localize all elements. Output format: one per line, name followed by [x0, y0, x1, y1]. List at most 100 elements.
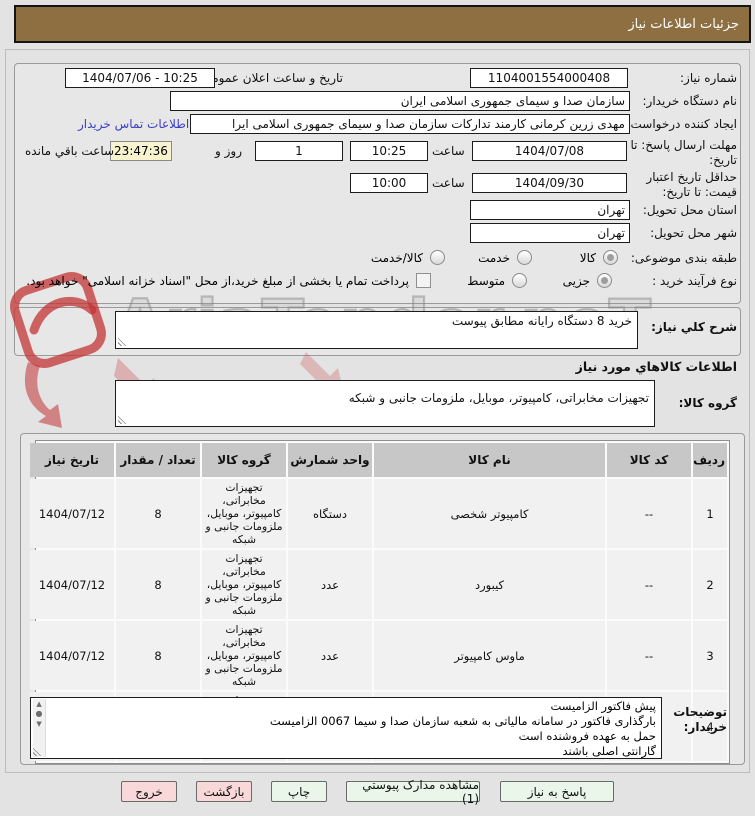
goods-service-radio-label: کالا/خدمت — [370, 250, 423, 265]
announce-datetime-label: تاریخ و ساعت اعلان عمومی: — [198, 71, 343, 85]
days-and-label: روز و — [215, 144, 242, 158]
col-need-date: تاریخ نیاز — [30, 443, 114, 477]
buyer-contact-link[interactable]: اطلاعات تماس خریدار — [78, 117, 190, 131]
goods-radio[interactable] — [603, 250, 618, 265]
cell-group: تجهیزات مخابراتی، کامپیوتر، موبایل، ملزو… — [202, 550, 286, 619]
cell-group: تجهیزات مخابراتی، کامپیوتر، موبایل، ملزو… — [202, 479, 286, 548]
items-section-title: اطلاعات کالاهاي مورد نیاز — [575, 359, 737, 374]
resize-handle-icon[interactable] — [118, 415, 127, 424]
cell-row: 2 — [693, 550, 727, 619]
reply-deadline-time-input[interactable]: 10:25 — [350, 141, 428, 161]
col-item-code: کد کالا — [607, 443, 691, 477]
scroll-up-icon[interactable]: ▲ — [36, 700, 42, 708]
col-unit: واحد شمارش — [288, 443, 372, 477]
note-line: بارگذاری فاکتور در سامانه مالیاتی به شعب… — [269, 714, 656, 728]
subject-class-option-goods: کالا — [580, 250, 618, 265]
notes-scrollbar[interactable]: ▲ ● ▼ — [32, 699, 46, 757]
cell-row: 4 — [693, 692, 727, 761]
minor-radio-label: جزیی — [562, 273, 590, 288]
cell-code: -- — [607, 479, 691, 548]
scroll-down-icon[interactable]: ▼ — [36, 720, 42, 728]
resize-handle-icon[interactable] — [118, 337, 127, 346]
cell-group: تجهیزات مخابراتی، کامپیوتر، موبایل، ملزو… — [202, 621, 286, 690]
cell-unit: عدد — [288, 550, 372, 619]
reply-deadline-date-input[interactable]: 1404/07/08 — [472, 141, 627, 161]
back-button[interactable]: بازگشت — [196, 781, 252, 802]
goods-radio-label: کالا — [579, 250, 596, 265]
table-row: 2 -- کیبورد عدد تجهیزات مخابراتی، کامپیو… — [30, 550, 727, 619]
service-radio[interactable] — [517, 250, 532, 265]
price-validity-date-input[interactable]: 1404/09/30 — [472, 173, 627, 193]
requester-input[interactable]: مهدی زرین کرمانی کارمند تدارکات سازمان ص… — [190, 114, 630, 134]
treasury-checkbox[interactable] — [416, 273, 431, 288]
cell-date: 1404/07/12 — [30, 479, 114, 548]
print-button[interactable]: چاپ — [271, 781, 327, 802]
goods-group-textarea[interactable]: تجهیزات مخابراتی، کامپیوتر، موبایل، ملزو… — [115, 380, 655, 427]
col-row-number: ردیف — [693, 443, 727, 477]
view-attachments-button[interactable]: مشاهده مدارک پیوستي (1) — [346, 778, 480, 806]
city-input[interactable]: تهران — [470, 223, 630, 243]
reply-deadline-time-label: ساعت — [432, 144, 465, 158]
cell-row: 3 — [693, 621, 727, 690]
countdown-timer: 23:47:36 — [110, 141, 172, 161]
hours-remaining-label: ساعت باقي مانده — [25, 144, 115, 158]
process-type-option-medium: متوسط — [467, 273, 527, 288]
reply-deadline-label: مهلت ارسال پاسخ: تا تاریخ: — [630, 138, 737, 167]
cell-code: -- — [607, 550, 691, 619]
buyer-org-input[interactable]: سازمان صدا و سیمای جمهوری اسلامی ایران — [170, 91, 630, 111]
service-radio-label: خدمت — [478, 250, 510, 265]
province-label: استان محل تحویل: — [642, 203, 737, 217]
reply-deadline-days-input[interactable]: 1 — [255, 141, 343, 161]
requester-label: ایجاد کننده درخواست: — [626, 117, 737, 131]
goods-group-label: گروه کالا: — [678, 396, 737, 410]
buyer-notes-textarea[interactable]: پیش فاکتور الزامیست بارگذاری فاکتور در س… — [30, 697, 662, 759]
process-type-label: نوع فرآیند خرید : — [652, 274, 737, 288]
cell-name: کیبورد — [374, 550, 605, 619]
table-row: 1 -- کامپیوتر شخصی دستگاه تجهیزات مخابرا… — [30, 479, 727, 548]
treasury-checkbox-label: پرداخت تمام یا بخشی از مبلغ خرید،از محل … — [26, 273, 409, 288]
need-description-text: خرید 8 دستگاه رایانه مطابق پیوست — [451, 314, 632, 328]
price-validity-time-input[interactable]: 10:00 — [350, 173, 428, 193]
exit-button[interactable]: خروج — [121, 781, 177, 802]
need-description-label: شرح کلي نیاز: — [651, 320, 737, 334]
scroll-thumb-icon[interactable]: ● — [35, 709, 43, 718]
col-goods-group: گروه کالا — [202, 443, 286, 477]
cell-name: کامپیوتر شخصی — [374, 479, 605, 548]
medium-radio[interactable] — [512, 273, 527, 288]
goods-service-radio[interactable] — [430, 250, 445, 265]
cell-name: ماوس کامپیوتر — [374, 621, 605, 690]
cell-unit: دستگاه — [288, 479, 372, 548]
cell-code: -- — [607, 621, 691, 690]
need-number-label: شماره نیاز: — [680, 71, 737, 85]
process-type-option-minor: جزیی — [563, 273, 612, 288]
table-row: 3 -- ماوس کامپیوتر عدد تجهیزات مخابراتی،… — [30, 621, 727, 690]
note-line: گارانتی اصلی باشند — [562, 744, 657, 758]
need-number-input[interactable]: 1104001554000408 — [470, 68, 628, 88]
page-title-text: جزئیات اطلاعات نیاز — [628, 16, 739, 32]
province-input[interactable]: تهران — [470, 200, 630, 220]
subject-class-option-service: خدمت — [478, 250, 532, 265]
price-validity-time-label: ساعت — [432, 176, 465, 190]
reply-to-need-button[interactable]: پاسخ به نیاز — [500, 781, 614, 802]
announce-datetime-input[interactable]: 1404/07/06 - 10:25 — [65, 68, 215, 88]
subject-class-label: طبقه بندی موضوعی: — [630, 251, 737, 265]
col-item-name: نام کالا — [374, 443, 605, 477]
subject-class-option-goods-service: کالا/خدمت — [371, 250, 445, 265]
cell-qty: 8 — [116, 621, 200, 690]
price-validity-label: حداقل تاریخ اعتبار قیمت: تا تاریخ: — [646, 170, 737, 199]
col-quantity: تعداد / مقدار — [116, 443, 200, 477]
buyer-notes-label: توضیحات خریدار: — [673, 705, 727, 734]
minor-radio[interactable] — [597, 273, 612, 288]
cell-date: 1404/07/12 — [30, 621, 114, 690]
medium-radio-label: متوسط — [467, 273, 505, 288]
cell-row: 1 — [693, 479, 727, 548]
resize-handle-icon[interactable] — [33, 747, 42, 756]
page-title: جزئیات اطلاعات نیاز — [14, 5, 751, 43]
need-description-textarea[interactable]: خرید 8 دستگاه رایانه مطابق پیوست — [115, 311, 638, 349]
cell-qty: 8 — [116, 479, 200, 548]
treasury-payment-option: پرداخت تمام یا بخشی از مبلغ خرید،از محل … — [26, 273, 431, 288]
cell-date: 1404/07/12 — [30, 550, 114, 619]
table-header-row: ردیف کد کالا نام کالا واحد شمارش گروه کا… — [30, 443, 727, 477]
outer-frame — [5, 49, 750, 773]
